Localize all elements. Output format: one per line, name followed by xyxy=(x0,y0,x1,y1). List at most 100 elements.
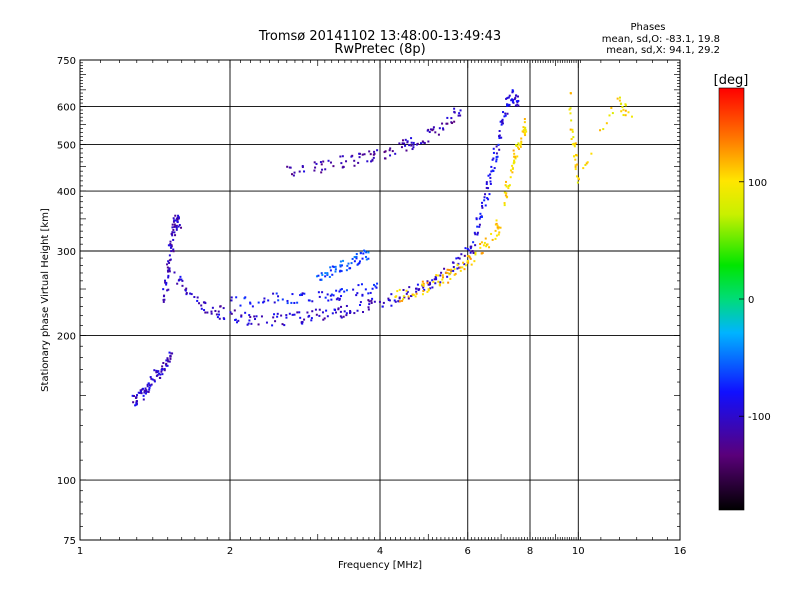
data-point xyxy=(389,154,392,157)
data-point xyxy=(158,376,161,379)
data-point xyxy=(285,314,288,317)
data-point xyxy=(451,122,454,125)
data-point xyxy=(450,268,453,271)
data-point xyxy=(410,141,413,144)
data-point xyxy=(457,114,460,117)
y-tick-label: 750 xyxy=(57,56,76,67)
data-point xyxy=(160,370,163,373)
grid-lines xyxy=(80,60,680,540)
data-point xyxy=(257,301,260,304)
data-point xyxy=(345,269,348,272)
data-point xyxy=(178,224,181,227)
data-point xyxy=(396,290,399,293)
data-point xyxy=(156,374,159,377)
data-point xyxy=(439,274,442,277)
data-point xyxy=(490,232,493,235)
x-axis-label: Frequency [MHz] xyxy=(338,560,422,571)
data-point xyxy=(463,263,466,266)
data-point xyxy=(170,232,173,235)
data-point xyxy=(495,158,498,161)
data-point xyxy=(517,95,520,98)
data-point xyxy=(404,138,407,141)
data-point xyxy=(162,288,165,291)
phase-stats-heading: Phases xyxy=(630,22,665,33)
data-point xyxy=(478,217,481,220)
data-point xyxy=(455,257,458,260)
data-point xyxy=(446,275,449,278)
data-point xyxy=(171,234,174,237)
y-tick-label: 600 xyxy=(57,103,76,114)
data-point xyxy=(479,246,482,249)
data-point xyxy=(170,352,173,355)
data-point xyxy=(145,389,148,392)
data-point xyxy=(501,122,504,125)
data-point xyxy=(291,313,294,316)
data-point xyxy=(434,276,437,279)
data-point xyxy=(353,159,356,162)
data-point xyxy=(492,170,495,173)
data-point xyxy=(394,300,397,303)
data-point xyxy=(483,199,486,202)
data-point xyxy=(514,96,517,99)
data-point xyxy=(462,261,465,264)
data-point xyxy=(469,247,472,250)
data-point xyxy=(574,158,577,161)
data-point xyxy=(383,151,386,154)
data-point xyxy=(438,283,441,286)
data-point xyxy=(314,308,317,311)
data-point xyxy=(441,274,444,277)
data-point xyxy=(458,112,461,115)
data-point xyxy=(513,159,516,162)
data-point xyxy=(158,372,161,375)
data-point xyxy=(373,300,376,303)
data-point xyxy=(135,400,138,403)
data-point xyxy=(431,286,434,289)
data-point xyxy=(290,173,293,176)
data-point xyxy=(442,128,445,131)
data-point xyxy=(622,108,625,111)
data-point xyxy=(449,271,452,274)
data-point xyxy=(426,280,429,283)
data-point xyxy=(389,147,392,150)
data-point xyxy=(453,273,456,276)
data-point xyxy=(405,292,408,295)
data-point xyxy=(479,216,482,219)
data-point xyxy=(349,267,352,270)
data-point xyxy=(509,169,512,172)
data-point xyxy=(361,153,364,156)
data-point xyxy=(573,145,576,148)
data-point xyxy=(445,271,448,274)
data-point xyxy=(176,216,179,219)
data-point xyxy=(469,251,472,254)
data-point xyxy=(375,286,378,289)
data-point xyxy=(497,233,500,236)
data-point xyxy=(473,231,476,234)
data-point xyxy=(487,187,490,190)
data-point xyxy=(573,155,576,158)
data-point xyxy=(506,112,509,115)
data-point xyxy=(144,387,147,390)
data-point xyxy=(136,394,139,397)
data-point xyxy=(326,315,329,318)
data-point xyxy=(219,305,222,308)
data-point xyxy=(210,310,213,313)
data-point xyxy=(520,142,523,145)
data-point xyxy=(489,176,492,179)
data-point xyxy=(494,237,497,240)
data-point xyxy=(342,166,345,169)
data-point xyxy=(514,156,517,159)
data-point xyxy=(169,355,172,358)
data-point xyxy=(441,278,444,281)
data-point xyxy=(472,251,475,254)
data-point xyxy=(277,299,280,302)
data-point xyxy=(627,111,630,114)
data-point xyxy=(290,301,293,304)
x-tick-label: 16 xyxy=(674,546,687,557)
data-point xyxy=(286,302,289,305)
data-point xyxy=(494,223,497,226)
data-point xyxy=(490,165,493,168)
data-point xyxy=(408,286,411,289)
data-point xyxy=(405,289,408,292)
data-point xyxy=(466,255,469,258)
data-point xyxy=(325,309,328,312)
